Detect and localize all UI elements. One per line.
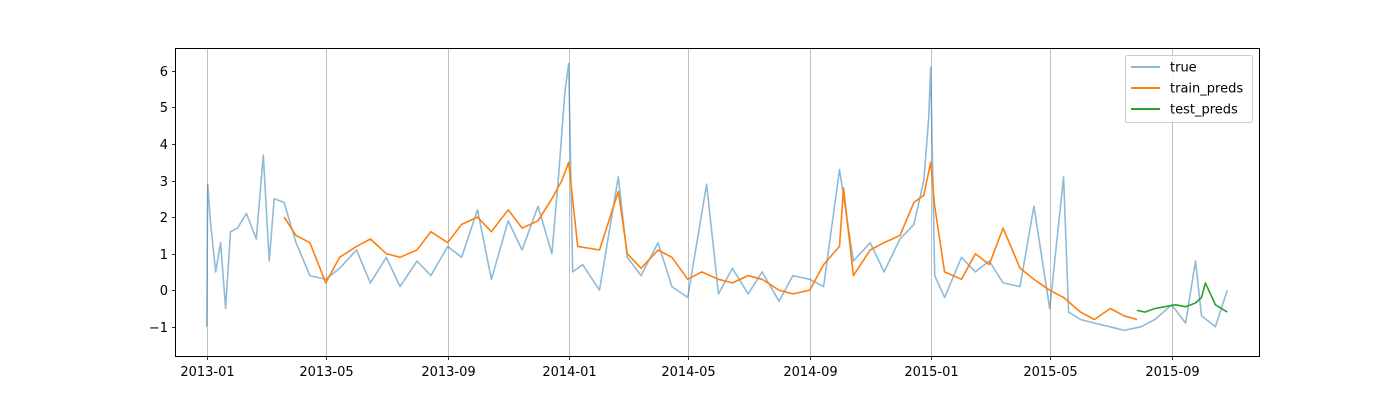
x-tick-label: 2015-09 [1145,365,1199,380]
legend-label-train-preds: train_preds [1170,82,1243,97]
x-tick-label: 2013-01 [180,365,234,380]
y-axis-ticks: 6 5 4 3 2 1 0 −1 [149,65,176,336]
legend: true train_preds test_preds [1125,55,1253,123]
plot-area-frame [175,48,1260,357]
y-tick-label: 1 [160,248,168,263]
x-tick-label: 2015-05 [1023,365,1077,380]
y-tick-label: 2 [160,211,168,226]
x-tick-label: 2013-09 [421,365,475,380]
series-line-train-preds [283,161,1138,321]
x-tick-label: 2014-09 [783,365,837,380]
series-line-test-preds [1136,282,1228,313]
y-tick-label: 0 [160,284,168,299]
y-tick-label: 4 [160,138,168,153]
y-tick-label: 6 [160,65,168,80]
x-tick-label: 2014-01 [542,365,596,380]
x-tick-label: 2014-05 [661,365,715,380]
plot-series [205,62,1229,332]
x-tick-label: 2013-05 [299,365,353,380]
legend-label-test-preds: test_preds [1170,103,1238,118]
y-tick-label: 5 [160,101,168,116]
y-tick-label: 3 [160,175,168,190]
x-axis-ticks: 2013-01 2013-05 2013-09 2014-01 2014-05 2014-… [180,356,1200,380]
x-tick-label: 2015-01 [904,365,958,380]
legend-box [1125,55,1253,123]
legend-label-true: true [1170,61,1197,76]
y-tick-label: −1 [149,321,168,336]
series-line-true [205,62,1229,332]
